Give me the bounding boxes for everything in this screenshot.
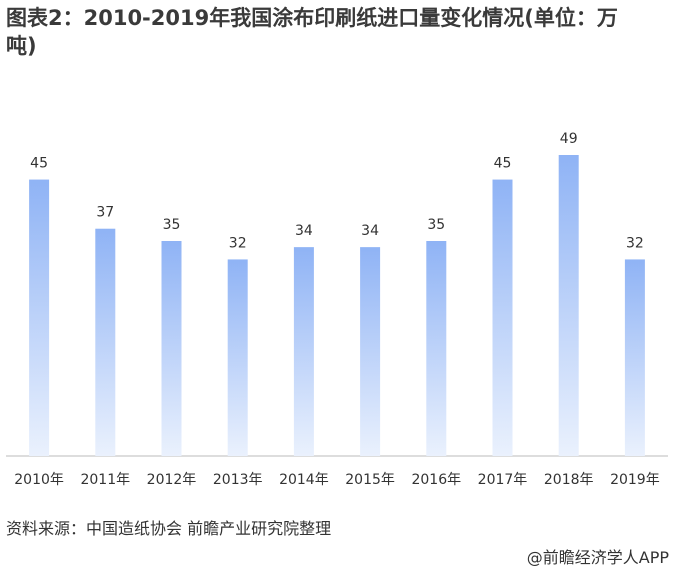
source-note: 资料来源：中国造纸协会 前瞻产业研究院整理 xyxy=(6,519,332,538)
bar xyxy=(161,241,182,456)
bar xyxy=(492,179,513,457)
bar xyxy=(558,155,579,456)
bar xyxy=(426,241,447,456)
footer: @前瞻经济学人APP xyxy=(526,548,669,567)
x-tick-label: 2014年 xyxy=(279,472,329,488)
bar xyxy=(360,247,381,456)
x-tick-label: 2015年 xyxy=(345,472,395,488)
x-tick-label: 2011年 xyxy=(80,472,130,488)
chart-title: 图表2：2010-2019年我国涂布印刷纸进口量变化情况(单位：万吨) xyxy=(6,6,618,58)
value-label: 49 xyxy=(560,131,578,147)
bar xyxy=(29,179,50,457)
value-label: 45 xyxy=(30,156,48,172)
value-label: 35 xyxy=(427,217,445,233)
value-label: 35 xyxy=(163,217,181,233)
value-label: 32 xyxy=(229,235,247,251)
bar xyxy=(95,228,116,456)
value-label: 32 xyxy=(626,235,644,251)
x-tick-label: 2016年 xyxy=(411,472,461,488)
x-tick-label: 2018年 xyxy=(544,472,594,488)
value-label: 34 xyxy=(295,223,313,239)
bar xyxy=(293,247,314,456)
value-label: 34 xyxy=(361,223,379,239)
bar xyxy=(227,259,248,456)
bar xyxy=(624,259,645,456)
x-tick-label: 2012年 xyxy=(147,472,197,488)
value-label: 37 xyxy=(96,205,114,221)
x-tick-label: 2017年 xyxy=(478,472,528,488)
x-tick-label: 2019年 xyxy=(610,472,660,488)
x-tick-label: 2013年 xyxy=(213,472,263,488)
x-tick-label: 2010年 xyxy=(14,472,64,488)
value-label: 45 xyxy=(494,156,512,172)
